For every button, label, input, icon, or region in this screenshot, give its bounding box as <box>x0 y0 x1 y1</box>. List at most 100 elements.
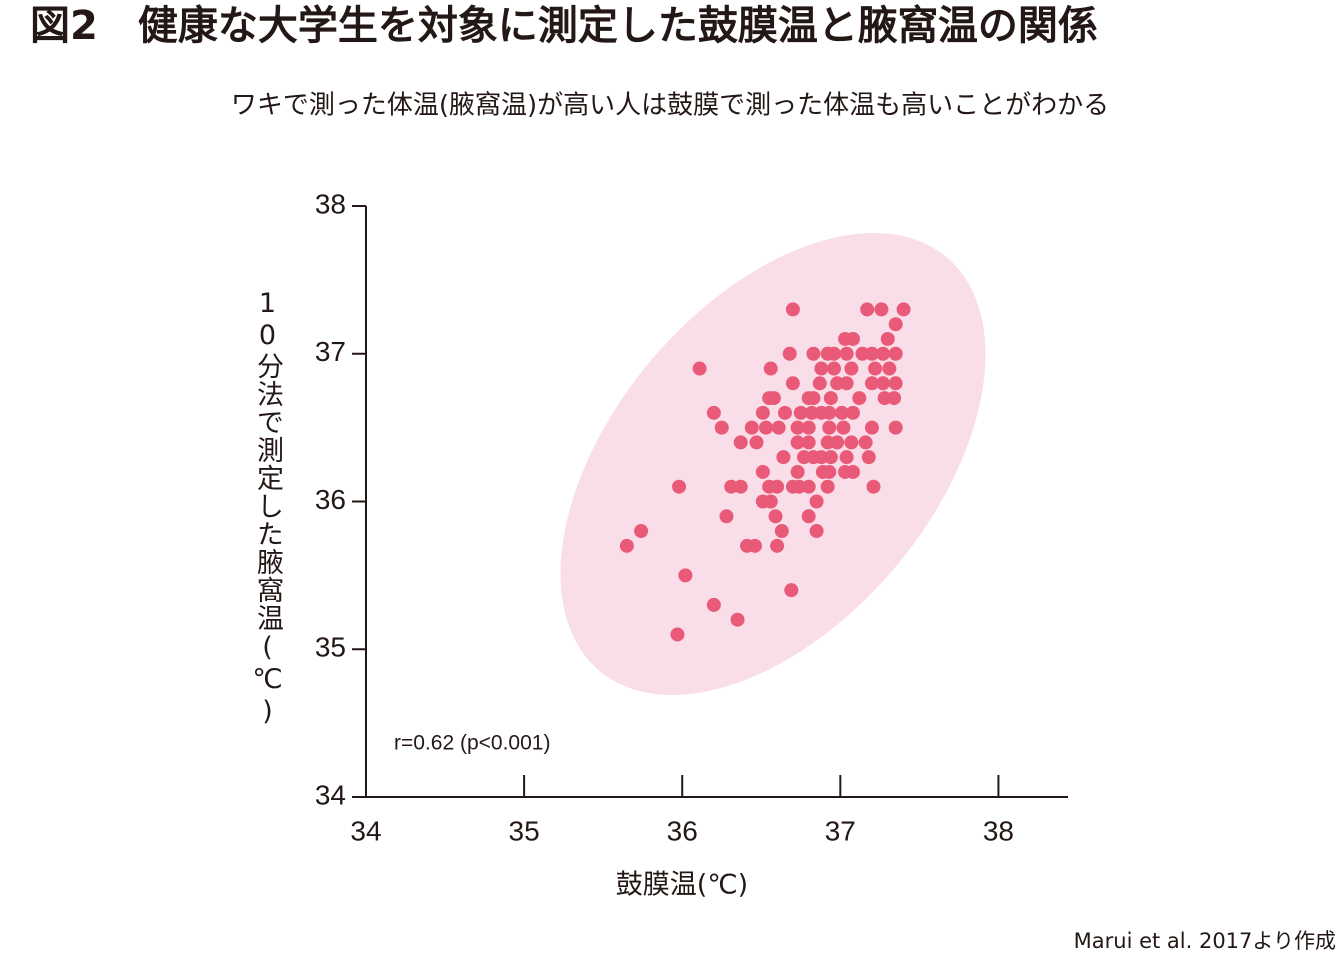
point <box>768 509 783 524</box>
point <box>823 450 838 465</box>
x-tick-label: 34 <box>350 815 381 846</box>
point <box>770 479 785 494</box>
y-tick-label: 36 <box>315 484 346 515</box>
point <box>763 494 778 509</box>
point <box>836 420 851 435</box>
point <box>771 420 786 435</box>
point <box>822 464 837 479</box>
point <box>844 435 859 450</box>
y-tick-label: 35 <box>315 632 346 663</box>
point <box>845 464 860 479</box>
x-axis-label: 鼓膜温(℃) <box>616 870 748 901</box>
point <box>852 391 867 406</box>
point <box>730 612 745 627</box>
point <box>634 524 649 539</box>
point <box>678 568 693 583</box>
point <box>706 597 721 612</box>
point <box>619 538 634 553</box>
point <box>823 391 838 406</box>
point <box>896 302 911 317</box>
point <box>827 361 841 376</box>
point <box>838 331 853 346</box>
point <box>827 346 841 361</box>
point <box>864 346 879 361</box>
point <box>801 479 816 494</box>
point <box>782 346 797 361</box>
point <box>774 524 789 539</box>
point <box>793 405 808 420</box>
point <box>784 583 799 598</box>
point <box>785 302 800 317</box>
point <box>809 494 824 509</box>
point <box>839 376 854 391</box>
point <box>845 405 860 420</box>
point <box>714 420 729 435</box>
y-tick-label: 37 <box>315 336 346 367</box>
point <box>860 302 875 317</box>
point <box>864 376 879 391</box>
point <box>822 405 837 420</box>
point <box>719 509 734 524</box>
point <box>733 435 748 450</box>
chart-title: 図2 健康な大学生を対象に測定した鼓膜温と腋窩温の関係 <box>30 3 1098 49</box>
point <box>876 376 891 391</box>
point <box>822 420 837 435</box>
point <box>733 479 748 494</box>
point <box>763 361 778 376</box>
point <box>861 450 876 465</box>
point <box>866 479 881 494</box>
point <box>801 509 816 524</box>
point <box>770 538 785 553</box>
point <box>672 479 687 494</box>
point <box>874 302 889 317</box>
point <box>888 420 903 435</box>
point <box>744 420 759 435</box>
point <box>834 405 849 420</box>
point <box>809 524 824 539</box>
point <box>759 420 774 435</box>
point <box>888 346 903 361</box>
point <box>876 346 891 361</box>
y-tick-label: 38 <box>315 188 346 219</box>
point <box>806 391 821 406</box>
y-tick-label: 34 <box>315 779 346 810</box>
point <box>790 464 805 479</box>
point <box>706 405 721 420</box>
point <box>868 361 883 376</box>
point <box>777 405 792 420</box>
point <box>801 435 816 450</box>
point <box>755 405 770 420</box>
source: Marui et al. 2017より作成 <box>1074 929 1336 953</box>
x-tick-label: 35 <box>509 815 540 846</box>
point <box>762 391 777 406</box>
point <box>844 361 859 376</box>
point <box>670 627 685 642</box>
point <box>801 420 816 435</box>
chart-subtitle: ワキで測った体温(腋窩温)が高い人は鼓膜で測った体温も高いことがわかる <box>231 91 1109 121</box>
point <box>888 317 903 332</box>
point <box>692 361 707 376</box>
point <box>749 435 764 450</box>
point <box>830 435 845 450</box>
point <box>814 361 829 376</box>
point <box>888 376 903 391</box>
point <box>790 435 805 450</box>
point <box>790 420 805 435</box>
highlight-ellipse <box>560 233 986 695</box>
x-tick-label: 37 <box>825 815 856 846</box>
point <box>747 538 762 553</box>
point <box>776 450 791 465</box>
point <box>812 376 827 391</box>
point <box>880 331 895 346</box>
point <box>839 450 854 465</box>
point <box>858 435 873 450</box>
x-tick-label: 38 <box>983 815 1014 846</box>
point <box>806 346 821 361</box>
point <box>887 391 902 406</box>
point <box>882 361 897 376</box>
y-axis-label: 10分法で測定した腋窩温(℃) <box>252 288 283 728</box>
x-tick-label: 36 <box>667 815 698 846</box>
point <box>785 376 800 391</box>
